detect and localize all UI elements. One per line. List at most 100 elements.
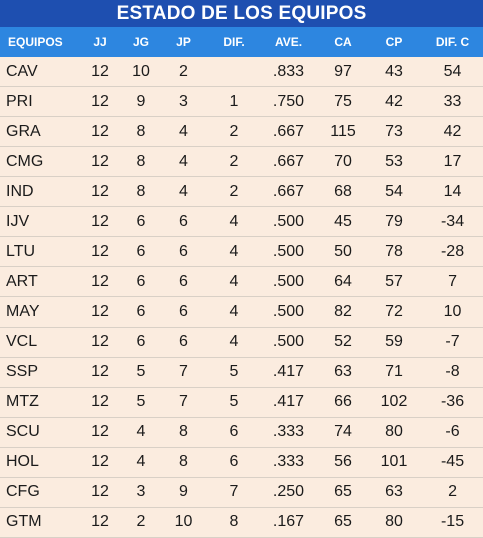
run-differential-cell: -7 bbox=[422, 327, 483, 358]
column-header-jj: JJ bbox=[74, 27, 126, 57]
games-behind-cell: 4 bbox=[211, 236, 257, 268]
title-row: ESTADO DE LOS EQUIPOS bbox=[0, 0, 483, 27]
games-lost-cell: 6 bbox=[156, 327, 211, 358]
runs-allowed-cell: 101 bbox=[366, 447, 422, 478]
games-behind-cell: 5 bbox=[211, 387, 257, 418]
games-won-cell: 8 bbox=[126, 146, 156, 178]
games-lost-cell: 4 bbox=[156, 176, 211, 208]
runs-allowed-cell: 102 bbox=[366, 387, 422, 418]
column-header-cp: CP bbox=[366, 27, 422, 57]
runs-scored-cell: 115 bbox=[320, 116, 366, 148]
runs-scored-cell: 63 bbox=[320, 357, 366, 388]
team-cell: VCL bbox=[0, 327, 74, 358]
table-row: PRI 12 9 3 1.750 75 42 33 bbox=[0, 86, 483, 118]
average-cell: .667 bbox=[257, 146, 320, 178]
run-differential-cell: -34 bbox=[422, 206, 483, 238]
games-behind-cell bbox=[211, 57, 257, 88]
column-header-difc: DIF. C bbox=[422, 27, 483, 57]
team-cell: MAY bbox=[0, 296, 74, 328]
run-differential-cell: -15 bbox=[422, 507, 483, 538]
table-row: HOL 12 4 8 6.333 56 101 -45 bbox=[0, 447, 483, 478]
games-behind-cell: 4 bbox=[211, 296, 257, 328]
runs-allowed-cell: 57 bbox=[366, 266, 422, 298]
table-row: GTM 12 2 10 8.167 65 80 -15 bbox=[0, 507, 483, 538]
games-played-cell: 12 bbox=[74, 296, 126, 328]
games-behind-cell: 6 bbox=[211, 447, 257, 478]
table-row: VCL 12 6 6 4.500 52 59 -7 bbox=[0, 327, 483, 358]
table-title: ESTADO DE LOS EQUIPOS bbox=[0, 0, 483, 27]
runs-allowed-cell: 71 bbox=[366, 357, 422, 388]
games-won-cell: 2 bbox=[126, 507, 156, 538]
runs-scored-cell: 50 bbox=[320, 236, 366, 268]
runs-allowed-cell: 72 bbox=[366, 296, 422, 328]
games-played-cell: 12 bbox=[74, 146, 126, 178]
average-cell: .500 bbox=[257, 296, 320, 328]
games-played-cell: 12 bbox=[74, 447, 126, 478]
runs-allowed-cell: 79 bbox=[366, 206, 422, 238]
games-won-cell: 8 bbox=[126, 176, 156, 208]
games-played-cell: 12 bbox=[74, 387, 126, 418]
table-row: ART 12 6 6 4.500 64 57 7 bbox=[0, 266, 483, 298]
games-won-cell: 6 bbox=[126, 327, 156, 358]
games-lost-cell: 9 bbox=[156, 477, 211, 508]
games-lost-cell: 6 bbox=[156, 266, 211, 298]
runs-allowed-cell: 80 bbox=[366, 507, 422, 538]
average-cell: .500 bbox=[257, 327, 320, 358]
team-cell: HOL bbox=[0, 447, 74, 478]
run-differential-cell: 54 bbox=[422, 57, 483, 88]
games-won-cell: 4 bbox=[126, 447, 156, 478]
team-cell: PRI bbox=[0, 86, 74, 118]
games-behind-cell: 1 bbox=[211, 86, 257, 118]
table-row: GRA 12 8 4 2.667 115 73 42 bbox=[0, 116, 483, 148]
average-cell: .667 bbox=[257, 176, 320, 208]
games-played-cell: 12 bbox=[74, 327, 126, 358]
run-differential-cell: -28 bbox=[422, 236, 483, 268]
runs-scored-cell: 65 bbox=[320, 507, 366, 538]
column-header-dif: DIF. bbox=[211, 27, 257, 57]
games-played-cell: 12 bbox=[74, 507, 126, 538]
games-won-cell: 10 bbox=[126, 57, 156, 88]
team-cell: ART bbox=[0, 266, 74, 298]
games-won-cell: 8 bbox=[126, 116, 156, 148]
runs-scored-cell: 64 bbox=[320, 266, 366, 298]
team-cell: CFG bbox=[0, 477, 74, 508]
runs-scored-cell: 75 bbox=[320, 86, 366, 118]
team-cell: SSP bbox=[0, 357, 74, 388]
games-lost-cell: 6 bbox=[156, 296, 211, 328]
games-won-cell: 5 bbox=[126, 387, 156, 418]
team-cell: CMG bbox=[0, 146, 74, 178]
table-row: IJV 12 6 6 4.500 45 79 -34 bbox=[0, 206, 483, 238]
runs-scored-cell: 45 bbox=[320, 206, 366, 238]
runs-scored-cell: 82 bbox=[320, 296, 366, 328]
column-header-jp: JP bbox=[156, 27, 211, 57]
games-won-cell: 6 bbox=[126, 236, 156, 268]
team-cell: IJV bbox=[0, 206, 74, 238]
team-cell: MTZ bbox=[0, 387, 74, 418]
games-behind-cell: 8 bbox=[211, 507, 257, 538]
games-played-cell: 12 bbox=[74, 176, 126, 208]
games-behind-cell: 4 bbox=[211, 266, 257, 298]
games-played-cell: 12 bbox=[74, 236, 126, 268]
runs-scored-cell: 74 bbox=[320, 417, 366, 448]
table-row: CMG 12 8 4 2.667 70 53 17 bbox=[0, 146, 483, 178]
run-differential-cell: 2 bbox=[422, 477, 483, 508]
run-differential-cell: -6 bbox=[422, 417, 483, 448]
column-header-ave: AVE. bbox=[257, 27, 320, 57]
run-differential-cell: 10 bbox=[422, 296, 483, 328]
runs-scored-cell: 65 bbox=[320, 477, 366, 508]
column-header-jg: JG bbox=[126, 27, 156, 57]
games-behind-cell: 2 bbox=[211, 116, 257, 148]
run-differential-cell: -45 bbox=[422, 447, 483, 478]
games-lost-cell: 3 bbox=[156, 86, 211, 118]
runs-allowed-cell: 78 bbox=[366, 236, 422, 268]
runs-allowed-cell: 73 bbox=[366, 116, 422, 148]
table-row: SSP 12 5 7 5.417 63 71 -8 bbox=[0, 357, 483, 388]
games-played-cell: 12 bbox=[74, 357, 126, 388]
runs-allowed-cell: 53 bbox=[366, 146, 422, 178]
runs-allowed-cell: 80 bbox=[366, 417, 422, 448]
run-differential-cell: 42 bbox=[422, 116, 483, 148]
games-played-cell: 12 bbox=[74, 116, 126, 148]
games-behind-cell: 4 bbox=[211, 327, 257, 358]
runs-scored-cell: 68 bbox=[320, 176, 366, 208]
